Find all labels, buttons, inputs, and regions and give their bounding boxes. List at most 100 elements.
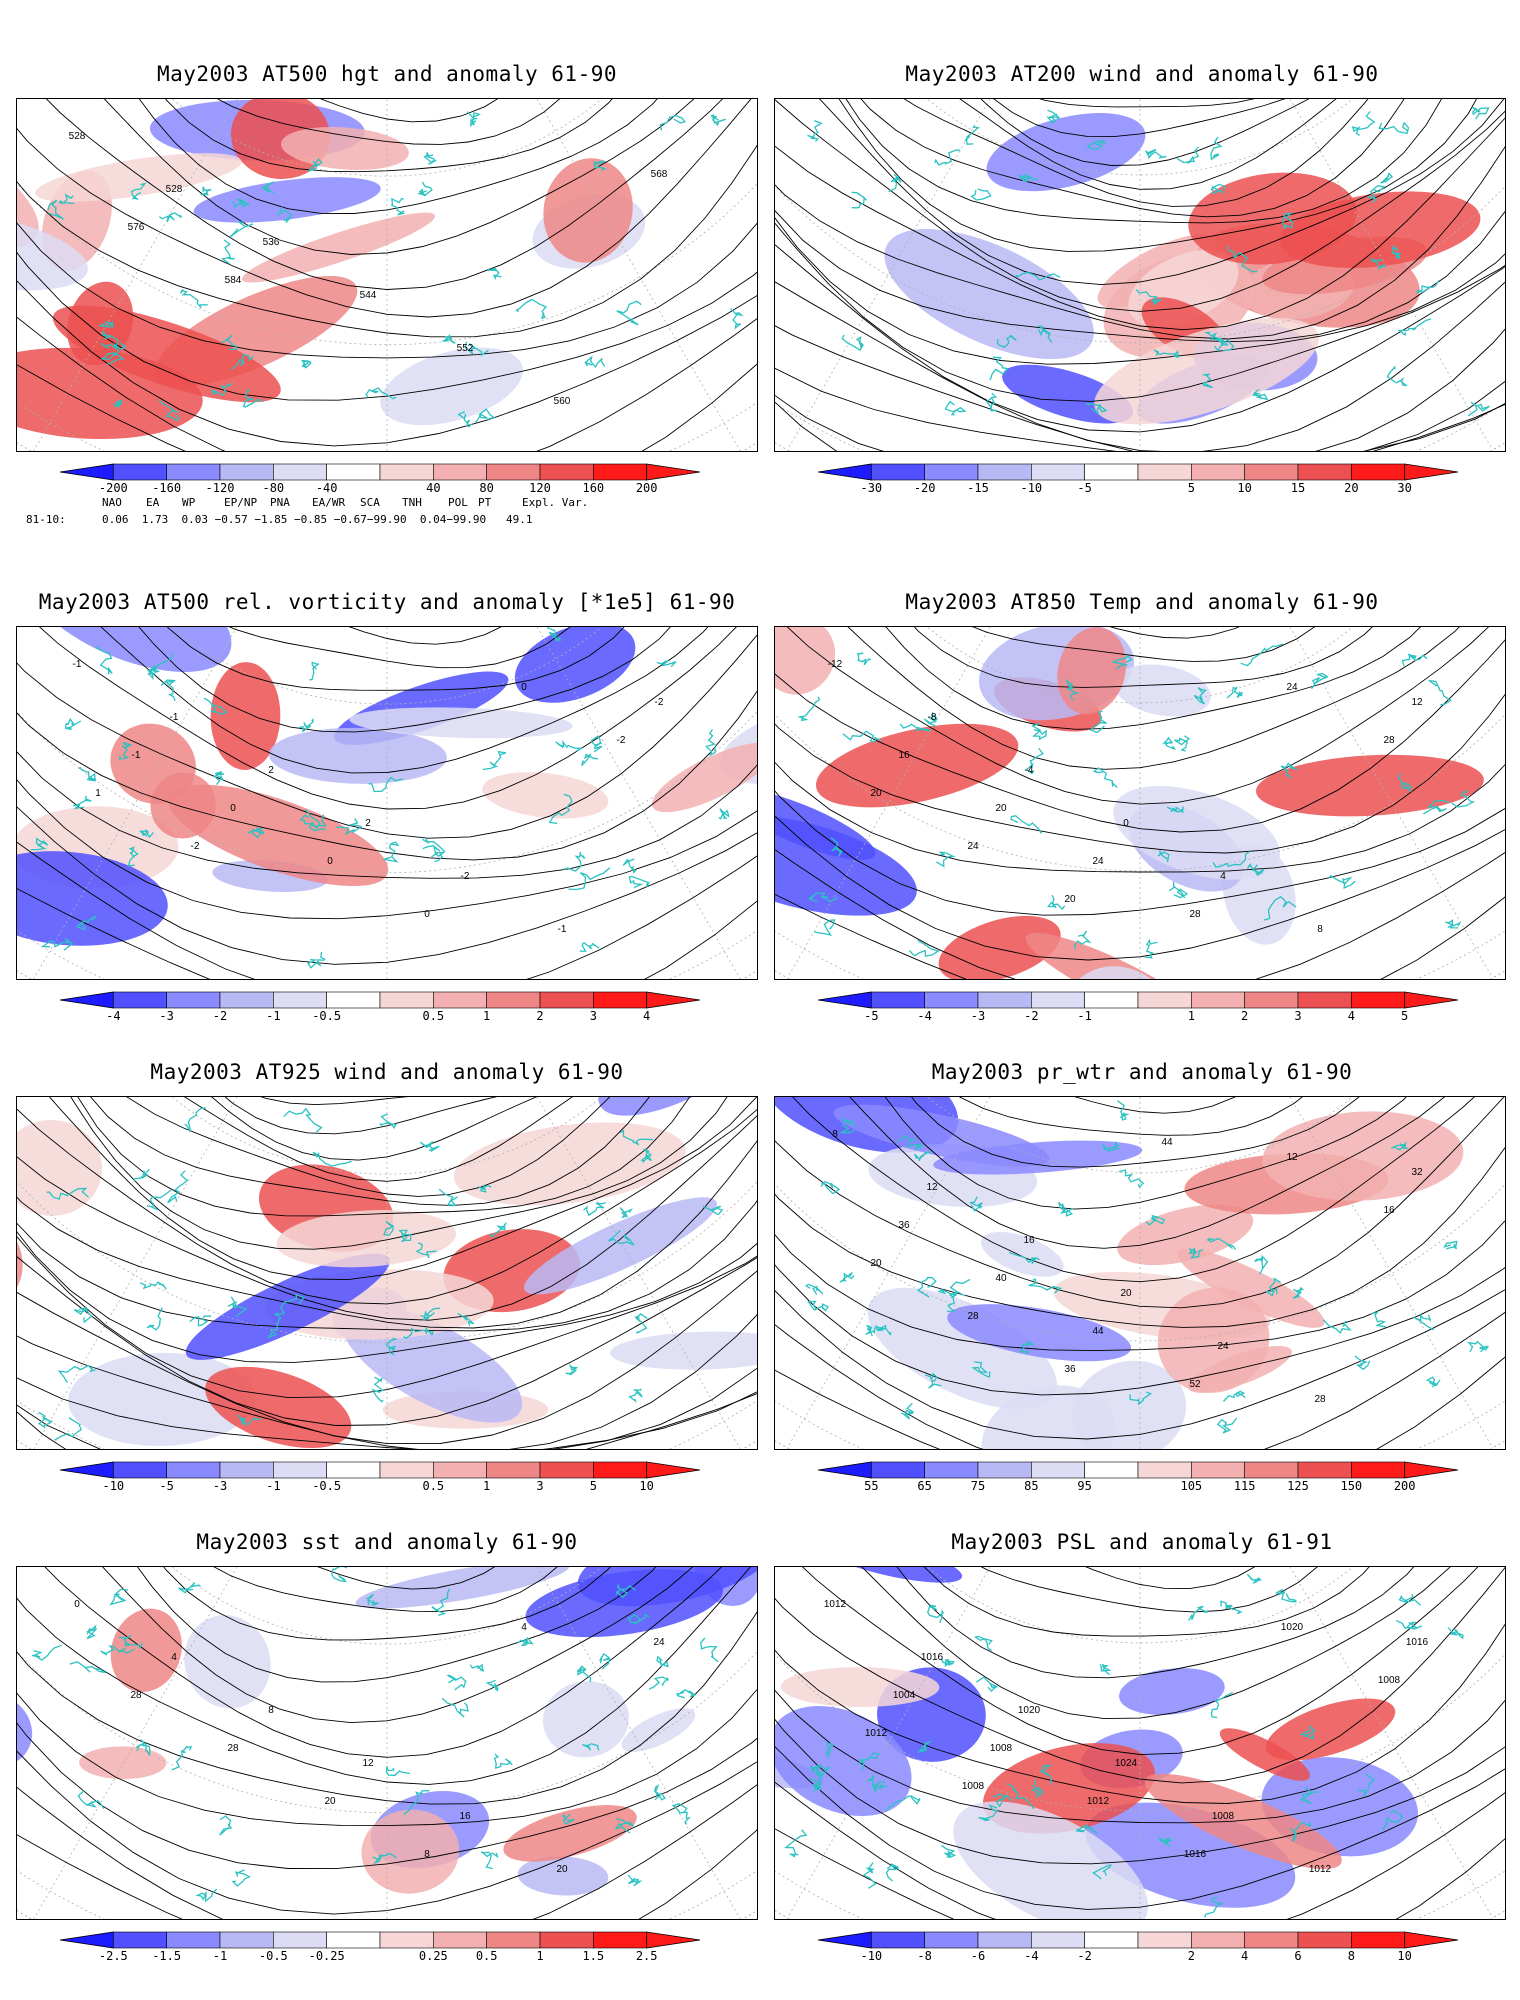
coastline (1017, 173, 1038, 183)
contour-line (17, 99, 757, 359)
colorbar-tick-label: -5 (1077, 481, 1092, 495)
anomaly-shading (815, 723, 1019, 808)
coastline (699, 1637, 719, 1663)
contour-label: 1012 (865, 1728, 888, 1739)
colorbar-tick-label: 3 (589, 1009, 597, 1023)
coastline (784, 1829, 808, 1858)
anomaly-shading (775, 788, 876, 860)
coastline (653, 1784, 666, 1801)
coastline (127, 846, 139, 867)
coastline (1371, 1310, 1387, 1328)
coastline (366, 1593, 379, 1607)
colorbar-segment (871, 1931, 925, 1949)
coastline (379, 1113, 397, 1129)
coastline (368, 776, 404, 793)
contour-line (828, 1097, 1456, 1168)
contour-label: 20 (1120, 1288, 1132, 1299)
coastline (616, 300, 642, 326)
coastline (814, 919, 836, 936)
coastline (179, 288, 208, 309)
contour-label: 20 (870, 1258, 882, 1269)
contour-line (17, 1567, 757, 1915)
contour-line (17, 99, 757, 255)
coastline (1310, 672, 1329, 690)
coastline (31, 1644, 62, 1661)
contour-line (74, 1567, 699, 1641)
colorbar-tick-label: 5 (589, 1479, 597, 1493)
hemisphere (17, 99, 757, 451)
contour-line (23, 627, 735, 733)
contour-line (818, 627, 1458, 688)
coastline (421, 837, 446, 863)
colorbar: -10 -5 -3 -1 -0.5 0.5 1 3 5 10 (59, 1458, 720, 1493)
contour-label: -4 (1025, 765, 1034, 776)
anomaly-shading (17, 851, 168, 946)
coastline (469, 1663, 485, 1672)
colorbar-tick-label: -10 (860, 1949, 883, 1963)
coastline (1467, 1340, 1490, 1353)
coastline (1031, 1779, 1045, 1799)
coastline (1292, 1286, 1305, 1299)
contour-label: -1 (73, 659, 82, 670)
coastline (1210, 183, 1226, 195)
coastline (1188, 1605, 1209, 1621)
colorbar-segment (1351, 991, 1405, 1009)
coastline (307, 158, 323, 172)
colorbar-segment (871, 991, 925, 1009)
colorbar-segment (1137, 1931, 1192, 1949)
contour-label: 1016 (1406, 1637, 1429, 1648)
colorbar-segment (593, 991, 647, 1009)
contour-line (17, 1567, 757, 1869)
anomaly-shading (651, 742, 757, 813)
anomaly-shading (980, 1231, 1064, 1277)
latitude-circle (775, 627, 1505, 872)
coastline (431, 1588, 451, 1616)
coastline (830, 837, 843, 857)
teleconnection-row-label: 81-10: (26, 513, 66, 526)
coastline (480, 1851, 499, 1870)
contour-line (17, 1567, 757, 1724)
contour-line (775, 1567, 1505, 1824)
coastline (620, 1129, 653, 1146)
coastline (1206, 1237, 1237, 1251)
coastline (1158, 1836, 1172, 1848)
meridian (32, 1097, 388, 1449)
coastline (1065, 678, 1079, 701)
anomaly-shading (1256, 754, 1484, 817)
coastline (1153, 349, 1180, 359)
contour-label: 0 (424, 909, 430, 920)
streamline (17, 1097, 757, 1449)
colorbar-segment (593, 1931, 647, 1949)
coastline (390, 197, 406, 216)
coastline (1381, 1809, 1403, 1831)
coastline (95, 646, 113, 675)
coastline (985, 392, 998, 412)
colorbar-arrow-right (646, 1931, 701, 1949)
coastline (309, 661, 320, 681)
colorbar-segment (1351, 463, 1405, 481)
map-layer: 1012 1016 1020 1024 1008 1012 1016 1004 1008 1012… (775, 1567, 1505, 1919)
colorbar-segment (924, 991, 979, 1009)
streamline (775, 99, 1505, 343)
contour-label: 28 (1383, 735, 1395, 746)
coastline (232, 198, 250, 208)
contour-line (97, 627, 677, 669)
contour-line (784, 1567, 1482, 1679)
teleconnection-header: SCA (360, 496, 380, 509)
colorbar-tick-label: -2 (1077, 1949, 1092, 1963)
streamline (17, 1097, 757, 1363)
coastline (1204, 1896, 1225, 1918)
coastline (949, 1278, 971, 1299)
coastline (457, 411, 473, 428)
contour-line (106, 99, 673, 145)
map-wind925 (16, 1096, 758, 1450)
contour-label: 12 (362, 1758, 374, 1769)
colorbar-segment (273, 1461, 327, 1479)
colorbar-tick-label: 95 (1077, 1479, 1092, 1493)
contour-line (775, 1567, 1505, 1720)
coastline (561, 1813, 575, 1825)
coastline (1370, 258, 1387, 270)
meridian (386, 1567, 742, 1919)
latitude-circle (775, 1567, 1505, 1812)
coastline (158, 399, 181, 422)
